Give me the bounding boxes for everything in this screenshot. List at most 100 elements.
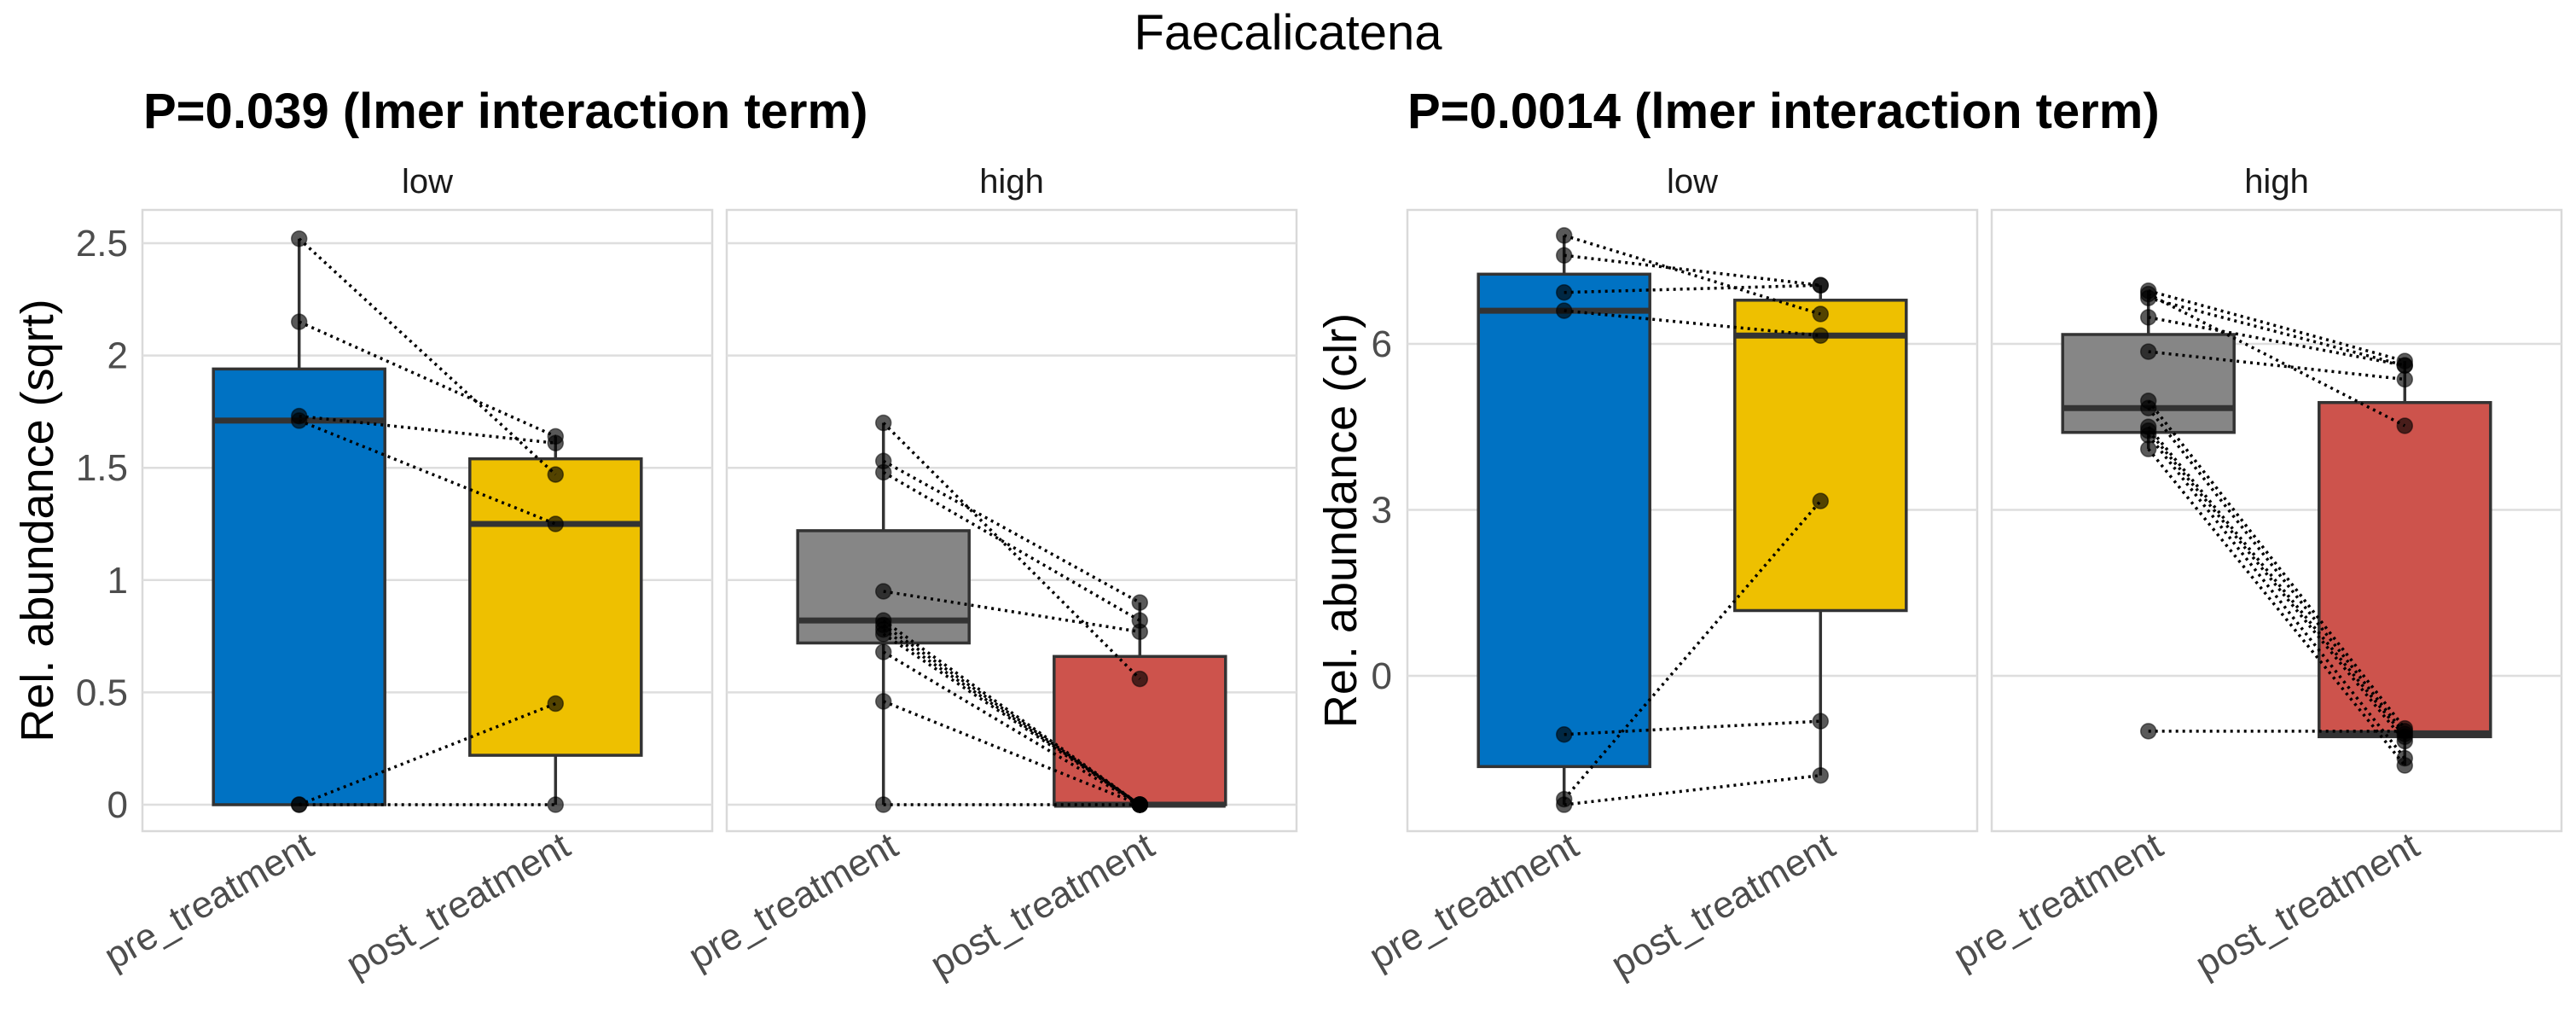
data-point-post bbox=[2396, 757, 2414, 774]
paired-line bbox=[1564, 283, 1821, 294]
data-point-post bbox=[2396, 417, 2414, 434]
y-tick-label: 0.5 bbox=[76, 672, 128, 713]
paired-line bbox=[882, 619, 1141, 806]
data-point-post bbox=[2396, 370, 2414, 388]
data-point-pre bbox=[874, 583, 892, 600]
data-point-pre bbox=[2139, 723, 2157, 740]
paired-line bbox=[2147, 429, 2406, 742]
paired-line bbox=[2147, 293, 2406, 428]
y-axis-label: Rel. abundance (sqrt) bbox=[12, 299, 63, 742]
data-point-pre bbox=[2139, 343, 2157, 360]
facet-strip-label: high bbox=[2244, 163, 2309, 201]
paired-line bbox=[1564, 773, 1821, 806]
data-point-post bbox=[1812, 492, 1830, 509]
facet-strip-label: low bbox=[402, 163, 453, 201]
data-point-pre bbox=[2139, 427, 2157, 444]
x-tick-label: pre_treatment bbox=[97, 824, 321, 977]
y-tick-label: 6 bbox=[1372, 323, 1392, 365]
data-point-pre bbox=[874, 796, 892, 813]
data-point-post bbox=[1131, 796, 1149, 813]
paired-line bbox=[1564, 719, 1821, 736]
y-tick-label: 2 bbox=[107, 335, 128, 377]
paired-line bbox=[882, 650, 1141, 806]
facet-panel-high: high pre_treatment post_treatment bbox=[682, 163, 1298, 986]
facet-strip-label: low bbox=[1667, 163, 1718, 201]
data-point-pre bbox=[290, 230, 308, 247]
data-point-post bbox=[1812, 713, 1830, 730]
data-point-post bbox=[1812, 276, 1830, 294]
y-tick-label: 2.5 bbox=[76, 223, 128, 265]
data-point-pre bbox=[874, 693, 892, 710]
paired-line bbox=[882, 470, 1141, 622]
data-point-pre bbox=[874, 625, 892, 643]
data-point-post bbox=[547, 796, 565, 813]
data-point-post bbox=[1131, 594, 1149, 611]
facet-panel-low: low pre_treatment post_treatment bbox=[97, 163, 714, 986]
paired-line bbox=[298, 320, 557, 438]
paired-line bbox=[2147, 433, 2406, 759]
box-pre_treatment bbox=[212, 367, 386, 806]
box-post_treatment bbox=[2318, 400, 2492, 739]
data-point-pre bbox=[2139, 440, 2157, 457]
box-post_treatment bbox=[1733, 299, 1908, 613]
paired-line bbox=[299, 701, 556, 806]
facet-strip-label: high bbox=[979, 163, 1044, 201]
paired-line bbox=[1564, 253, 1821, 288]
paired-line bbox=[1564, 309, 1821, 338]
data-point-pre bbox=[1555, 725, 1573, 743]
data-point-pre bbox=[2139, 289, 2157, 306]
chart-group-2: P=0.0014 (lmer interaction term) Rel. abu… bbox=[1315, 84, 2563, 986]
paired-line bbox=[882, 422, 1141, 680]
data-point-pre bbox=[874, 643, 892, 660]
data-point-post bbox=[1131, 623, 1149, 641]
x-tick-label: post_treatment bbox=[1604, 824, 1842, 986]
x-tick-label: pre_treatment bbox=[1362, 824, 1586, 977]
data-point-pre bbox=[874, 463, 892, 481]
facet-panel-high: high pre_treatment post_treatment bbox=[1947, 163, 2563, 986]
paired-line bbox=[2147, 426, 2406, 738]
paired-line bbox=[299, 419, 556, 526]
data-point-pre bbox=[1555, 227, 1573, 244]
data-point-post bbox=[2396, 357, 2414, 375]
data-point-post bbox=[547, 466, 565, 483]
paired-line bbox=[882, 624, 1141, 806]
chart-subtitle: P=0.039 (lmer interaction term) bbox=[143, 84, 867, 139]
data-point-pre bbox=[2139, 399, 2157, 416]
data-point-pre bbox=[290, 796, 308, 813]
data-point-pre bbox=[1555, 283, 1573, 301]
data-point-post bbox=[1812, 305, 1830, 323]
paired-line bbox=[2148, 350, 2405, 381]
paired-line bbox=[2147, 407, 2406, 736]
y-tick-label: 0 bbox=[107, 784, 128, 826]
x-tick-label: post_treatment bbox=[2189, 824, 2427, 986]
figure-title: Faecalicatena bbox=[1134, 5, 1442, 61]
y-tick-label: 1.5 bbox=[76, 447, 128, 489]
data-point-pre bbox=[290, 313, 308, 330]
data-point-pre bbox=[874, 414, 892, 432]
y-axis-label: Rel. abundance (clr) bbox=[1315, 313, 1366, 728]
data-point-post bbox=[1812, 766, 1830, 784]
x-tick-label: pre_treatment bbox=[682, 824, 905, 977]
chart-subtitle: P=0.0014 (lmer interaction term) bbox=[1407, 84, 2160, 139]
y-tick-label: 0 bbox=[1372, 655, 1392, 697]
chart-group-1: P=0.039 (lmer interaction term) Rel. abun… bbox=[12, 84, 1298, 986]
paired-line bbox=[299, 414, 556, 445]
data-point-pre bbox=[1555, 302, 1573, 319]
y-tick-label: 3 bbox=[1372, 490, 1392, 532]
data-point-pre bbox=[1555, 796, 1573, 813]
facet-panel-low: low pre_treatment post_treatment bbox=[1362, 163, 1979, 986]
paired-line bbox=[2147, 399, 2406, 730]
data-point-post bbox=[2396, 723, 2414, 740]
data-point-pre bbox=[290, 412, 308, 429]
data-point-post bbox=[547, 515, 565, 532]
box-pre_treatment bbox=[1477, 272, 1651, 769]
paired-line bbox=[883, 700, 1140, 806]
data-point-pre bbox=[1555, 247, 1573, 265]
x-tick-label: post_treatment bbox=[924, 824, 1162, 986]
x-tick-label: post_treatment bbox=[339, 824, 577, 986]
data-point-post bbox=[547, 434, 565, 451]
x-tick-label: pre_treatment bbox=[1947, 824, 2170, 977]
paired-line bbox=[1563, 499, 1822, 800]
data-point-post bbox=[1131, 670, 1149, 688]
